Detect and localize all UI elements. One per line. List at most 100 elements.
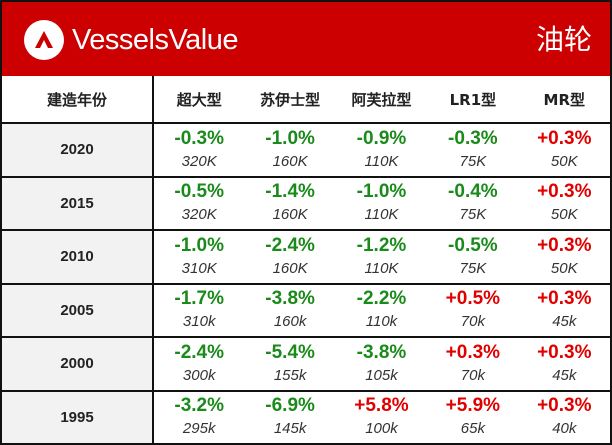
percent-change: -0.3% bbox=[174, 127, 225, 149]
percent-change: +5.9% bbox=[445, 395, 501, 417]
percent-change: +0.3% bbox=[537, 395, 592, 417]
percent-change: -3.8% bbox=[265, 288, 315, 310]
percent-change: -1.0% bbox=[265, 127, 315, 149]
percent-change: -1.7% bbox=[174, 288, 225, 310]
vessel-value: 100k bbox=[365, 420, 398, 438]
table-row: 2005 -1.7% 310k -3.8% 160k -2.2% 110k +0.5% 70k +… bbox=[2, 283, 610, 339]
value-cell: -1.0% 110K bbox=[335, 176, 428, 232]
value-cell: -3.8% 105k bbox=[335, 337, 428, 392]
value-cell: +0.3% 45k bbox=[518, 337, 610, 392]
value-cell: -3.8% 160k bbox=[244, 283, 336, 339]
percent-change: -1.0% bbox=[174, 234, 225, 256]
table-header-row: 建造年份 超大型 苏伊士型 阿芙拉型 LR1型 MR型 bbox=[2, 76, 610, 124]
vessel-value: 75K bbox=[459, 152, 487, 170]
value-cell: +0.3% 45k bbox=[518, 283, 610, 339]
value-cell: -0.5% 320K bbox=[153, 176, 245, 232]
percent-change: -2.4% bbox=[265, 234, 315, 256]
vessel-value: 65k bbox=[460, 420, 485, 438]
value-cell: +5.9% 65k bbox=[427, 391, 518, 443]
value-cell: -1.2% 110K bbox=[335, 230, 428, 285]
percent-change: +5.8% bbox=[354, 395, 409, 417]
vessel-value: 45k bbox=[552, 313, 577, 331]
build-year-cell: 2010 bbox=[2, 230, 154, 285]
value-cell: -1.7% 310k bbox=[153, 283, 245, 339]
percent-change: +0.3% bbox=[537, 181, 592, 203]
percent-change: -1.2% bbox=[356, 234, 407, 256]
percent-change: +0.3% bbox=[537, 341, 592, 363]
header-bar: VesselsValue 油轮 bbox=[2, 2, 610, 76]
value-cell: -0.4% 75K bbox=[427, 176, 519, 232]
percent-change: -0.5% bbox=[448, 234, 498, 256]
value-cell: +0.3% 40k bbox=[519, 391, 610, 443]
vessel-value: 310k bbox=[182, 313, 216, 331]
vessel-value: 50K bbox=[550, 259, 578, 277]
value-cell: +0.3% 50K bbox=[518, 176, 610, 232]
value-cell: -1.4% 160K bbox=[244, 176, 336, 232]
vessel-value: 160K bbox=[272, 152, 308, 170]
table-row: 2015 -0.5% 320K -1.4% 160K -1.0% 110K -0.4% 75K +… bbox=[2, 176, 610, 232]
percent-change: -0.4% bbox=[448, 181, 498, 203]
table-row: 2000 -2.4% 300k -5.4% 155k -3.8% 105k +0.3% 70k +… bbox=[2, 337, 610, 392]
value-cell: -0.9% 110K bbox=[335, 123, 428, 178]
column-header: 阿芙拉型 bbox=[335, 76, 428, 124]
build-year-cell: 2015 bbox=[2, 176, 154, 232]
value-cell: -5.4% 155k bbox=[244, 337, 336, 392]
vessel-value: 110K bbox=[364, 206, 399, 224]
column-header: MR型 bbox=[518, 76, 610, 124]
vessel-value: 105k bbox=[365, 366, 398, 384]
percent-change: -1.0% bbox=[356, 181, 407, 203]
percent-change: +0.3% bbox=[537, 234, 592, 256]
percent-change: -6.9% bbox=[265, 395, 315, 417]
vessel-value: 110K bbox=[364, 259, 399, 277]
vessel-value: 145k bbox=[273, 420, 307, 438]
percent-change: +0.3% bbox=[537, 288, 592, 310]
vessel-value: 160k bbox=[273, 313, 307, 331]
value-cell: -6.9% 145k bbox=[244, 391, 335, 443]
vessel-value: 70k bbox=[460, 366, 485, 384]
value-cell: +0.3% 50K bbox=[518, 230, 610, 285]
column-header: LR1型 bbox=[427, 76, 519, 124]
percent-change: +0.3% bbox=[537, 127, 592, 149]
value-cell: -2.4% 160K bbox=[244, 230, 336, 285]
vessel-value: 320K bbox=[181, 206, 217, 224]
vessel-value-table: 建造年份 超大型 苏伊士型 阿芙拉型 LR1型 MR型 2020 -0.3% 320… bbox=[2, 76, 610, 443]
value-cell: -0.3% 75K bbox=[427, 123, 519, 178]
percent-change: -0.9% bbox=[356, 127, 407, 149]
table-row: 2020 -0.3% 320K -1.0% 160K -0.9% 110K -0.3% 75K +… bbox=[2, 123, 610, 178]
value-cell: -1.0% 160K bbox=[244, 123, 336, 178]
vessel-value: 40k bbox=[552, 420, 577, 438]
vessel-value: 50K bbox=[550, 206, 578, 224]
vessel-value: 160K bbox=[272, 206, 308, 224]
value-cell: -1.0% 310K bbox=[153, 230, 245, 285]
table-row: 2010 -1.0% 310K -2.4% 160K -1.2% 110K -0.5% 75K +… bbox=[2, 230, 610, 285]
percent-change: -2.2% bbox=[356, 288, 407, 310]
vessel-value: 310K bbox=[181, 259, 217, 277]
percent-change: -3.2% bbox=[174, 395, 225, 417]
vessel-value: 75K bbox=[459, 206, 487, 224]
percent-change: -3.8% bbox=[356, 341, 407, 363]
percent-change: +0.5% bbox=[445, 288, 501, 310]
build-year-cell: 2005 bbox=[2, 283, 154, 339]
percent-change: -1.4% bbox=[265, 181, 315, 203]
value-cell: +5.8% 100k bbox=[336, 391, 427, 443]
vessel-value: 160K bbox=[272, 259, 308, 277]
value-cell: -2.2% 110k bbox=[335, 283, 428, 339]
column-header-build-year: 建造年份 bbox=[2, 76, 154, 124]
percent-change: +0.3% bbox=[445, 341, 501, 363]
value-cell: -0.3% 320K bbox=[153, 123, 245, 178]
vessel-value: 110k bbox=[365, 313, 398, 331]
value-cell: -2.4% 300k bbox=[153, 337, 245, 392]
table-row: 1995 -3.2% 295k -6.9% 145k +5.8% 100k +5.9% 65k +… bbox=[2, 390, 610, 443]
value-cell: +0.5% 70k bbox=[427, 283, 519, 339]
vessel-value: 320K bbox=[181, 152, 217, 170]
page-title: 油轮 bbox=[535, 23, 592, 56]
build-year-cell: 1995 bbox=[2, 390, 154, 443]
build-year-cell: 2000 bbox=[2, 337, 154, 392]
value-cell: +0.3% 70k bbox=[427, 337, 519, 392]
vessel-value: 50K bbox=[550, 152, 578, 170]
value-cell: -0.5% 75K bbox=[427, 230, 519, 285]
column-header: 苏伊士型 bbox=[244, 76, 336, 124]
percent-change: -5.4% bbox=[265, 341, 315, 363]
build-year-cell: 2020 bbox=[2, 123, 154, 178]
